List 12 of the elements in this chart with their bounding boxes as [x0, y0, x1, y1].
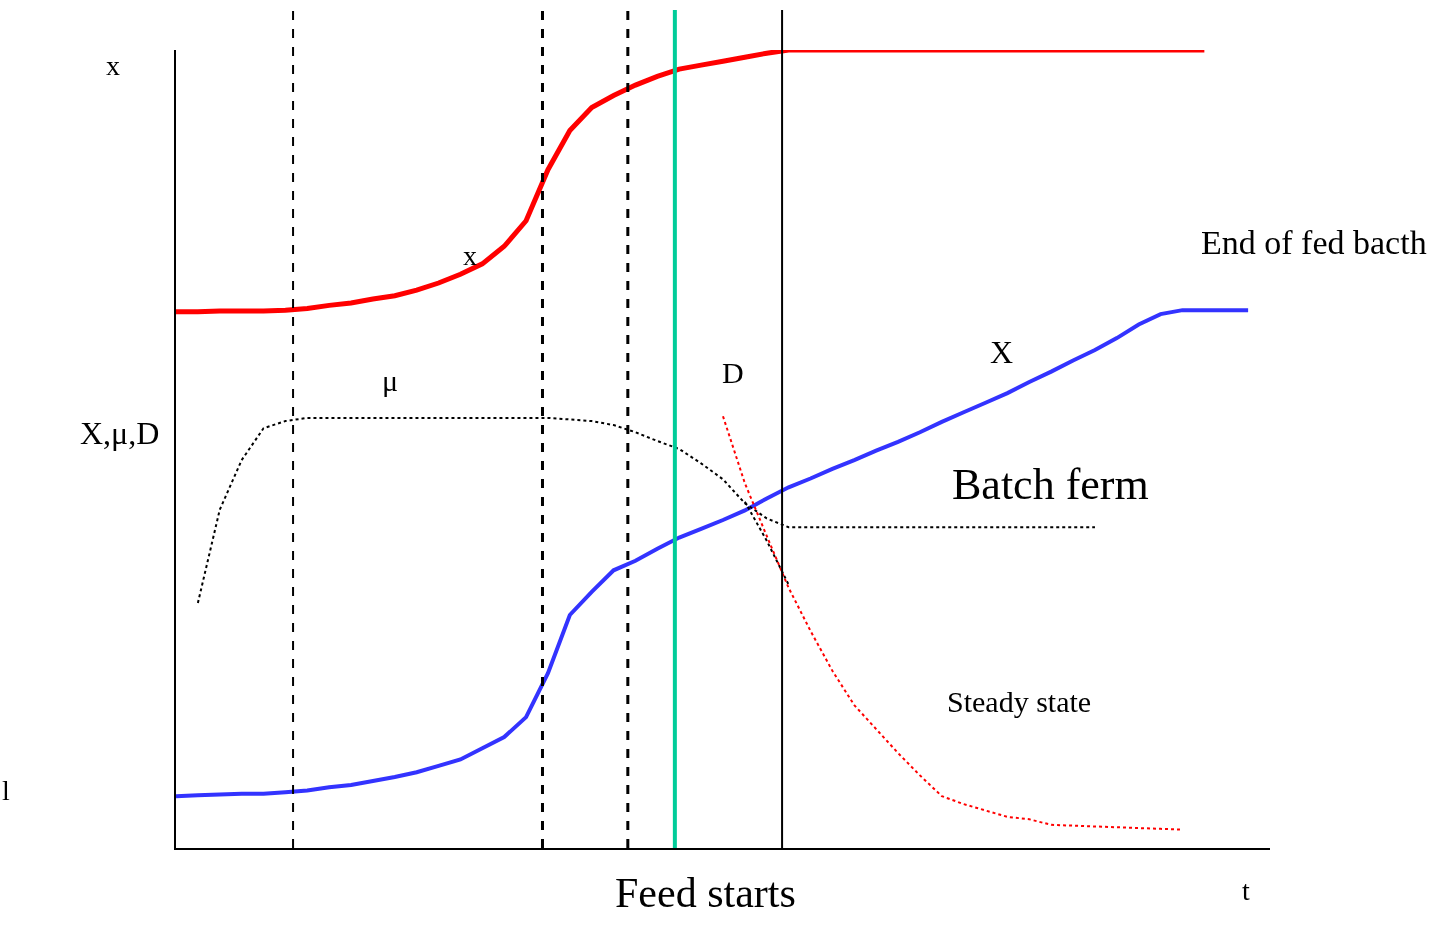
annotation: End of fed bacth	[1201, 224, 1427, 261]
text: Feed starts	[615, 870, 796, 916]
annotation: X	[990, 334, 1014, 370]
annotation: Steady state	[947, 685, 1092, 718]
annotation: μ	[382, 364, 399, 397]
x-axis-title: t	[1242, 875, 1250, 906]
text: x	[106, 50, 120, 81]
text: l	[2, 775, 10, 806]
annotation: Batch ferm	[952, 460, 1149, 509]
annotation: x	[463, 240, 477, 271]
y-axis-title: X,μ,D	[80, 415, 160, 451]
annotation: D	[722, 356, 744, 389]
